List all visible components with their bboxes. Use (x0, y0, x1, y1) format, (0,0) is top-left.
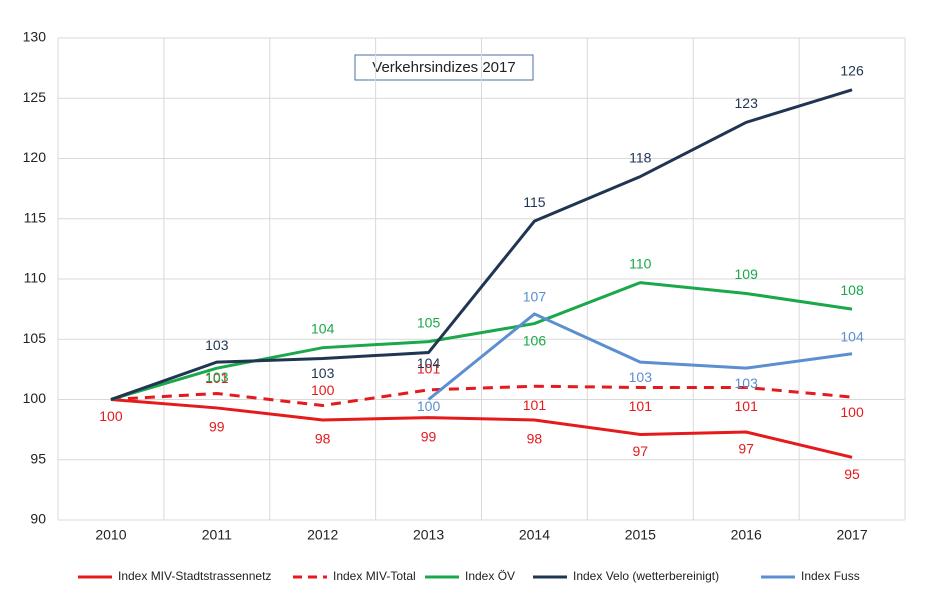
chart-title: Verkehrsindizes 2017 (372, 59, 515, 76)
data-label: 126 (840, 63, 864, 79)
data-label: 115 (523, 194, 546, 210)
data-label: 118 (629, 149, 652, 165)
y-tick-label: 110 (24, 270, 47, 286)
data-label: 100 (840, 404, 864, 420)
data-label: 100 (311, 382, 335, 398)
data-label: 104 (311, 320, 335, 336)
y-tick-label: 120 (23, 149, 47, 165)
data-label: 100 (417, 398, 441, 414)
x-tick-label: 2010 (95, 527, 126, 543)
legend-label: Index Velo (wetterbereinigt) (573, 569, 719, 583)
x-tick-label: 2011 (202, 527, 232, 543)
series-line (427, 312, 853, 401)
series-line (110, 384, 853, 408)
legend-label: Index MIV-Stadtstrassennetz (118, 569, 271, 583)
series-line (110, 281, 853, 401)
title-box (354, 54, 534, 81)
data-label: 103 (735, 375, 759, 391)
y-tick-label: 115 (24, 209, 47, 225)
series-line (110, 398, 853, 459)
data-label: 108 (840, 282, 864, 298)
data-label: 101 (629, 398, 653, 414)
data-label: 95 (844, 466, 860, 482)
data-label: 101 (417, 361, 441, 377)
x-tick-label: 2012 (307, 527, 338, 543)
data-label: 103 (311, 365, 335, 381)
data-label: 97 (633, 443, 649, 459)
y-tick-label: 130 (23, 29, 47, 45)
data-label: 97 (738, 441, 754, 457)
data-label: 98 (315, 431, 331, 447)
data-label: 103 (205, 369, 229, 385)
x-tick-label: 2014 (519, 527, 550, 543)
data-label: 99 (421, 428, 437, 444)
x-tick-label: 2015 (625, 527, 656, 543)
y-tick-label: 100 (23, 390, 47, 406)
data-label: 98 (527, 431, 543, 447)
legend-label: Index Fuss (801, 569, 860, 583)
data-label: 99 (209, 419, 225, 435)
data-label: 103 (205, 337, 229, 353)
y-tick-label: 125 (23, 89, 47, 105)
data-label: 100 (99, 408, 123, 424)
data-label: 101 (735, 398, 759, 414)
data-label: 107 (523, 289, 547, 305)
data-label: 105 (417, 314, 441, 330)
data-label: 104 (417, 355, 441, 371)
y-tick-label: 105 (23, 330, 47, 346)
data-label: 123 (735, 95, 759, 111)
legend-label: Index ÖV (465, 569, 515, 583)
data-label: 101 (523, 397, 547, 413)
data-label: 101 (205, 370, 229, 386)
x-tick-label: 2013 (413, 527, 444, 543)
x-tick-label: 2016 (731, 527, 762, 543)
y-tick-label: 95 (30, 450, 46, 466)
y-tick-label: 90 (30, 511, 46, 527)
data-label: 103 (629, 369, 653, 385)
data-label: 109 (735, 266, 759, 282)
data-label: 104 (840, 328, 864, 344)
data-label: 110 (629, 255, 652, 271)
series-line (110, 88, 853, 401)
x-tick-label: 2017 (836, 527, 867, 543)
data-label: 106 (523, 332, 547, 348)
legend-label: Index MIV-Total (333, 569, 416, 583)
